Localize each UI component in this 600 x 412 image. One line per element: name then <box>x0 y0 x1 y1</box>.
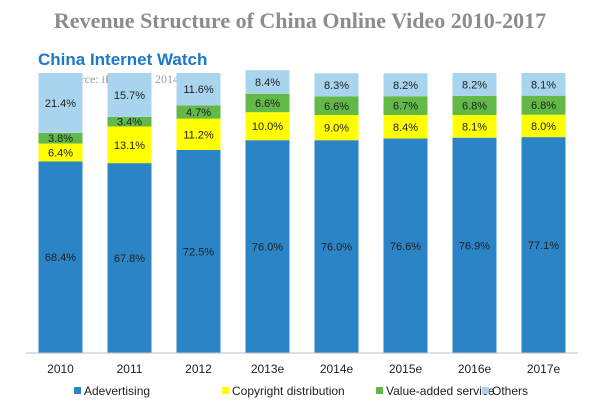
data-label-adevertising-2011: 67.8% <box>114 253 145 265</box>
bar-others-2015e <box>383 73 428 97</box>
data-label-value-added-service-2015e: 6.7% <box>393 101 418 113</box>
bar-adevertising-2012 <box>176 150 221 353</box>
data-label-others-2010: 21.4% <box>45 98 76 110</box>
x-tick-2016e: 2016e <box>458 362 492 376</box>
bar-copyright-distribution-2014e <box>314 115 359 141</box>
bar-value-added-service-2010 <box>38 132 83 144</box>
bar-copyright-distribution-2016e <box>452 115 497 138</box>
legend-label-value-added-service: Value-added service <box>386 384 495 398</box>
data-label-others-2011: 15.7% <box>114 90 145 102</box>
bar-value-added-service-2014e <box>314 96 359 115</box>
data-label-others-2017e: 8.1% <box>531 79 556 91</box>
brand-watermark: China Internet Watch <box>38 50 207 69</box>
chart-title: Revenue Structure of China Online Video … <box>54 8 546 33</box>
bar-area: 68.4% 6.4% 3.8% 21.4% 67.8% 13.1% 3.4% 15.7% 72.… <box>38 70 566 353</box>
data-label-copyright-distribution-2010: 6.4% <box>48 148 73 160</box>
data-label-others-2013e: 8.4% <box>255 77 280 89</box>
data-label-value-added-service-2013e: 6.6% <box>255 98 280 110</box>
data-label-adevertising-2012: 72.5% <box>183 247 214 259</box>
bar-copyright-distribution-2012 <box>176 118 221 150</box>
data-label-others-2015e: 8.2% <box>393 80 418 92</box>
bar-value-added-service-2011 <box>107 116 152 127</box>
data-label-copyright-distribution-2014e: 9.0% <box>324 123 349 135</box>
bar-copyright-distribution-2015e <box>383 115 428 139</box>
data-label-copyright-distribution-2011: 13.1% <box>114 140 145 152</box>
data-label-others-2014e: 8.3% <box>324 80 349 92</box>
bar-adevertising-2010 <box>38 161 83 353</box>
data-label-adevertising-2010: 68.4% <box>45 252 76 264</box>
bar-adevertising-2017e <box>521 137 566 353</box>
x-tick-2012: 2012 <box>185 362 212 376</box>
data-label-value-added-service-2011: 3.4% <box>117 117 142 129</box>
legend-swatch-copyright-distribution <box>222 387 229 394</box>
data-label-others-2016e: 8.2% <box>462 79 487 91</box>
bar-value-added-service-2013e <box>245 93 290 113</box>
legend: Adevertising Copyright distribution Value-… <box>74 384 528 398</box>
data-label-copyright-distribution-2013e: 10.0% <box>252 121 283 133</box>
data-label-value-added-service-2010: 3.8% <box>48 133 73 145</box>
data-label-others-2012: 11.6% <box>183 84 214 96</box>
x-tick-2011: 2011 <box>117 362 143 376</box>
bar-copyright-distribution-2011 <box>107 126 152 164</box>
bar-adevertising-2014e <box>314 140 359 353</box>
bar-adevertising-2015e <box>383 138 428 353</box>
data-label-value-added-service-2012: 4.7% <box>186 107 211 119</box>
data-label-adevertising-2016e: 76.9% <box>459 240 490 252</box>
x-tick-labels: 2010 2011 2012 2013e 2014e 2015e 2016e 2017e <box>47 362 560 376</box>
bar-adevertising-2011 <box>107 163 152 353</box>
bar-others-2012 <box>176 73 221 106</box>
x-tick-2015e: 2015e <box>389 362 423 376</box>
data-label-value-added-service-2016e: 6.8% <box>462 100 487 112</box>
bar-copyright-distribution-2010 <box>38 143 83 162</box>
bar-adevertising-2016e <box>452 137 497 353</box>
bar-others-2016e <box>452 73 497 96</box>
data-label-adevertising-2015e: 76.6% <box>390 241 421 253</box>
bar-copyright-distribution-2013e <box>245 112 290 141</box>
data-label-adevertising-2017e: 77.1% <box>528 240 559 252</box>
x-tick-2010: 2010 <box>47 362 74 376</box>
legend-swatch-adevertising <box>74 387 81 394</box>
bar-others-2017e <box>521 73 566 96</box>
bar-others-2013e <box>245 70 290 94</box>
bar-value-added-service-2015e <box>383 96 428 115</box>
legend-label-copyright-distribution: Copyright distribution <box>232 384 345 398</box>
data-label-value-added-service-2014e: 6.6% <box>324 101 349 113</box>
data-label-copyright-distribution-2012: 11.2% <box>183 129 214 141</box>
bar-copyright-distribution-2017e <box>521 114 566 138</box>
bar-value-added-service-2017e <box>521 95 566 115</box>
bar-adevertising-2013e <box>245 140 290 353</box>
legend-swatch-value-added-service <box>376 387 383 394</box>
data-label-copyright-distribution-2016e: 8.1% <box>462 121 487 133</box>
bar-others-2014e <box>314 73 359 97</box>
legend-label-adevertising: Adevertising <box>84 384 150 398</box>
bar-others-2011 <box>107 73 152 117</box>
legend-swatch-others <box>482 387 489 394</box>
x-tick-2017e: 2017e <box>527 362 561 376</box>
data-label-value-added-service-2017e: 6.8% <box>531 100 556 112</box>
data-label-copyright-distribution-2015e: 8.4% <box>393 122 418 134</box>
legend-label-others: Others <box>492 384 528 398</box>
bar-value-added-service-2012 <box>176 105 221 119</box>
data-label-adevertising-2014e: 76.0% <box>321 242 352 254</box>
data-label-adevertising-2013e: 76.0% <box>252 242 283 254</box>
bar-value-added-service-2016e <box>452 95 497 115</box>
data-label-copyright-distribution-2017e: 8.0% <box>531 121 556 133</box>
bar-others-2010 <box>38 73 83 133</box>
x-tick-2014e: 2014e <box>320 362 354 376</box>
x-tick-2013e: 2013e <box>251 362 285 376</box>
